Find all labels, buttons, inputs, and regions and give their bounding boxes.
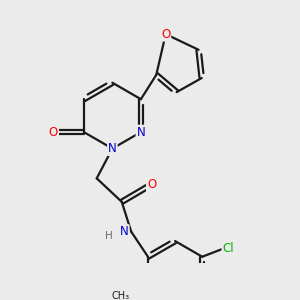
Text: N: N xyxy=(136,126,145,139)
Text: N: N xyxy=(108,142,117,155)
Text: N: N xyxy=(120,225,129,238)
Text: CH₃: CH₃ xyxy=(111,291,129,300)
Text: O: O xyxy=(49,126,58,139)
Text: O: O xyxy=(147,178,156,191)
Text: H: H xyxy=(105,231,112,242)
Text: O: O xyxy=(161,28,170,40)
Text: Cl: Cl xyxy=(222,242,234,255)
